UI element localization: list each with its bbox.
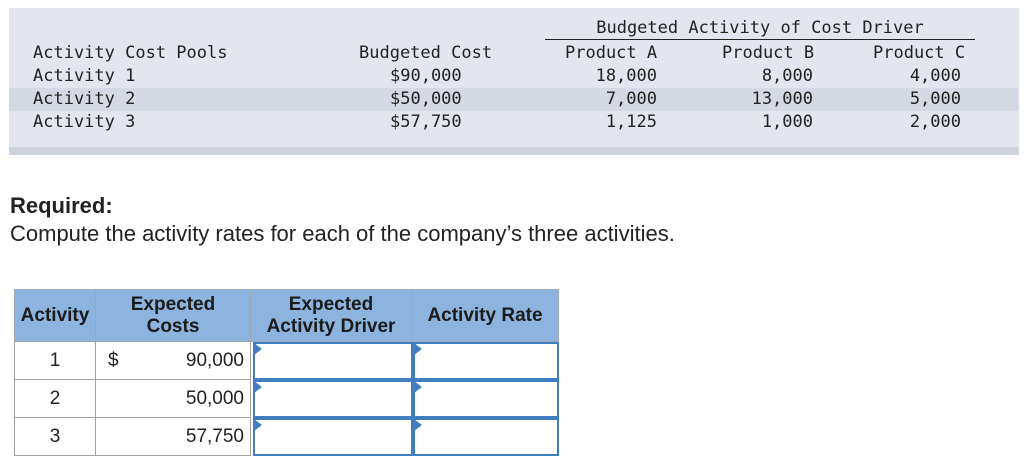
cost-value: 57,750 (185, 425, 244, 447)
info-table-panel (9, 8, 1019, 155)
row-expected-cost: 50,000 (95, 379, 251, 418)
input-marker-icon (254, 419, 262, 431)
cost-value: 50,000 (185, 387, 244, 409)
row-product-c: 2,000 (909, 112, 961, 132)
row-product-c: 5,000 (909, 89, 961, 109)
required-title: Required: (10, 193, 113, 218)
activity-rate-input[interactable] (413, 342, 559, 380)
header-product-b: Product B (722, 43, 815, 63)
header-cost: Budgeted Cost (359, 43, 493, 63)
info-header-row: Activity Cost Pools Budgeted Cost Produc… (9, 42, 1019, 65)
row-cost: $57,750 (390, 112, 462, 132)
row-cost: $50,000 (390, 89, 462, 109)
header-product-a: Product A (565, 43, 658, 63)
input-marker-icon (414, 381, 422, 393)
header-expected-costs: Expected Costs (95, 289, 251, 342)
info-row-1: Activity 1 $90,000 18,000 8,000 4,000 (9, 65, 1019, 88)
row-product-a: 7,000 (605, 89, 657, 109)
row-product-a: 18,000 (595, 66, 657, 86)
header-expected-driver-line1: Expected (288, 293, 374, 315)
row-product-b: 13,000 (751, 89, 813, 109)
input-marker-icon (254, 343, 262, 355)
header-expected-driver-line2: Activity Driver (266, 315, 396, 337)
row-expected-cost: 57,750 (95, 417, 251, 456)
activity-rate-input[interactable] (413, 380, 559, 418)
row-activity-number: 1 (14, 341, 96, 380)
header-product-c: Product C (873, 43, 966, 63)
header-activity-label: Activity (20, 304, 90, 326)
row-pool: Activity 3 (33, 112, 136, 132)
currency-symbol: $ (108, 349, 119, 371)
expected-driver-input[interactable] (253, 380, 413, 418)
activity-number: 1 (49, 349, 61, 371)
expected-driver-input[interactable] (253, 342, 413, 380)
row-activity-number: 3 (14, 417, 96, 456)
row-product-a: 1,125 (605, 112, 657, 132)
info-table-bottom-bar (9, 147, 1019, 155)
header-expected-costs-line1: Expected (130, 293, 216, 315)
header-activity: Activity (14, 289, 96, 342)
group-header: Budgeted Activity of Cost Driver (545, 17, 975, 40)
row-pool: Activity 1 (33, 66, 136, 86)
header-activity-rate: Activity Rate (411, 289, 559, 342)
row-cost: $90,000 (390, 66, 462, 86)
row-activity-number: 2 (14, 379, 96, 418)
header-pool: Activity Cost Pools (33, 43, 228, 63)
row-pool: Activity 2 (33, 89, 136, 109)
row-product-c: 4,000 (909, 66, 961, 86)
header-activity-rate-label: Activity Rate (427, 304, 543, 326)
info-row-2: Activity 2 $50,000 7,000 13,000 5,000 (9, 88, 1019, 111)
cost-value: 90,000 (185, 349, 244, 371)
row-product-b: 8,000 (761, 66, 813, 86)
activity-rate-input[interactable] (413, 418, 559, 456)
row-product-b: 1,000 (761, 112, 813, 132)
expected-driver-input[interactable] (253, 418, 413, 456)
activity-number: 2 (49, 387, 61, 409)
row-expected-cost: $ 90,000 (95, 341, 251, 380)
info-row-3: Activity 3 $57,750 1,125 1,000 2,000 (9, 111, 1019, 134)
input-marker-icon (414, 419, 422, 431)
header-expected-costs-line2: Costs (146, 315, 200, 337)
header-expected-driver: Expected Activity Driver (250, 289, 412, 342)
required-text: Compute the activity rates for each of t… (10, 221, 675, 246)
input-marker-icon (254, 381, 262, 393)
activity-number: 3 (49, 425, 61, 447)
input-marker-icon (414, 343, 422, 355)
